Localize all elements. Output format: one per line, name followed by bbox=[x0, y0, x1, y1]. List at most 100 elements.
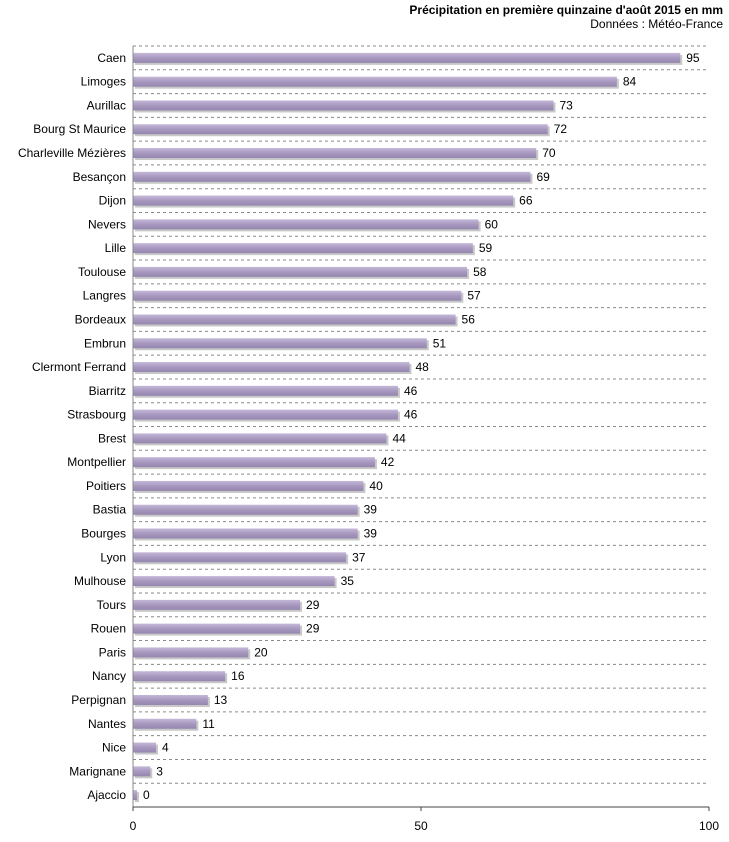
bar bbox=[133, 671, 226, 682]
bar bbox=[133, 718, 197, 729]
value-label: 0 bbox=[143, 788, 150, 802]
value-label: 56 bbox=[462, 312, 476, 326]
value-label: 59 bbox=[479, 241, 493, 255]
bar bbox=[133, 243, 473, 254]
bar bbox=[133, 790, 137, 801]
value-label: 3 bbox=[156, 764, 163, 778]
category-label: Brest bbox=[98, 431, 127, 445]
value-label: 69 bbox=[536, 170, 550, 184]
category-label: Lyon bbox=[100, 550, 126, 564]
axis-layer: 0 50 100 bbox=[130, 46, 719, 833]
labels-layer: Caen 95 Limoges 84 Aurillac 73 Bourg St Mauric… bbox=[18, 51, 700, 802]
value-label: 84 bbox=[623, 75, 637, 89]
value-label: 42 bbox=[381, 455, 395, 469]
bar bbox=[133, 148, 537, 159]
bar bbox=[133, 124, 548, 135]
bar bbox=[133, 528, 358, 539]
category-label: Bastia bbox=[93, 503, 127, 517]
bar bbox=[133, 100, 554, 111]
value-label: 29 bbox=[306, 622, 320, 636]
value-label: 57 bbox=[467, 289, 481, 303]
value-label: 95 bbox=[686, 51, 700, 65]
bar bbox=[133, 433, 387, 444]
value-label: 46 bbox=[404, 384, 418, 398]
category-label: Embrun bbox=[84, 336, 126, 350]
bar bbox=[133, 409, 398, 420]
x-tick-label: 50 bbox=[414, 819, 428, 833]
bar bbox=[133, 576, 335, 587]
category-label: Perpignan bbox=[71, 693, 126, 707]
bar bbox=[133, 219, 479, 230]
value-label: 39 bbox=[364, 503, 378, 517]
bar bbox=[133, 599, 301, 610]
category-label: Ajaccio bbox=[87, 788, 126, 802]
category-label: Mulhouse bbox=[74, 574, 126, 588]
bar bbox=[133, 694, 208, 705]
value-label: 16 bbox=[231, 669, 245, 683]
category-label: Charleville Mézières bbox=[18, 146, 126, 160]
bar bbox=[133, 52, 681, 63]
value-label: 40 bbox=[369, 479, 383, 493]
value-label: 66 bbox=[519, 194, 533, 208]
bar bbox=[133, 195, 514, 206]
category-label: Paris bbox=[99, 645, 126, 659]
category-label: Nevers bbox=[88, 217, 126, 231]
category-label: Toulouse bbox=[78, 265, 126, 279]
x-tick-label: 0 bbox=[130, 819, 137, 833]
bar bbox=[133, 290, 462, 301]
category-label: Aurillac bbox=[87, 98, 126, 112]
value-label: 35 bbox=[341, 574, 355, 588]
category-label: Nantes bbox=[88, 717, 126, 731]
category-label: Caen bbox=[97, 51, 126, 65]
x-tick-label: 100 bbox=[699, 819, 719, 833]
category-label: Nancy bbox=[92, 669, 126, 683]
bar bbox=[133, 385, 398, 396]
category-label: Marignane bbox=[69, 764, 126, 778]
value-label: 70 bbox=[542, 146, 556, 160]
bar bbox=[133, 742, 157, 753]
category-label: Bourg St Maurice bbox=[33, 122, 126, 136]
bar bbox=[133, 504, 358, 515]
value-label: 58 bbox=[473, 265, 487, 279]
chart-title: Précipitation en première quinzaine d'ao… bbox=[409, 3, 723, 17]
bars-layer bbox=[133, 52, 683, 803]
bar bbox=[133, 266, 468, 277]
bar bbox=[133, 362, 410, 373]
value-label: 48 bbox=[415, 360, 429, 374]
chart-source: Données : Météo-France bbox=[590, 17, 723, 31]
bar bbox=[133, 552, 347, 563]
bar bbox=[133, 623, 301, 634]
bar bbox=[133, 766, 151, 777]
value-label: 20 bbox=[254, 645, 268, 659]
bar bbox=[133, 457, 375, 468]
category-label: Limoges bbox=[81, 75, 126, 89]
value-label: 11 bbox=[202, 717, 215, 731]
category-label: Langres bbox=[83, 289, 126, 303]
category-label: Dijon bbox=[99, 194, 126, 208]
value-label: 51 bbox=[433, 336, 447, 350]
value-label: 46 bbox=[404, 408, 418, 422]
category-label: Biarritz bbox=[89, 384, 126, 398]
bar bbox=[133, 314, 456, 325]
bar bbox=[133, 647, 249, 658]
value-label: 72 bbox=[554, 122, 568, 136]
value-label: 39 bbox=[364, 527, 378, 541]
bar bbox=[133, 171, 531, 182]
category-label: Rouen bbox=[91, 622, 126, 636]
category-label: Poitiers bbox=[86, 479, 126, 493]
category-label: Tours bbox=[97, 598, 126, 612]
category-label: Strasbourg bbox=[67, 408, 126, 422]
value-label: 60 bbox=[485, 217, 499, 231]
value-label: 37 bbox=[352, 550, 366, 564]
category-label: Bordeaux bbox=[75, 312, 126, 326]
value-label: 73 bbox=[559, 98, 573, 112]
category-label: Clermont Ferrand bbox=[32, 360, 126, 374]
bar bbox=[133, 338, 427, 349]
bar bbox=[133, 480, 364, 491]
value-label: 4 bbox=[162, 741, 169, 755]
category-label: Bourges bbox=[81, 527, 126, 541]
value-label: 13 bbox=[214, 693, 228, 707]
grid-layer bbox=[133, 45, 709, 808]
value-label: 44 bbox=[392, 431, 406, 445]
